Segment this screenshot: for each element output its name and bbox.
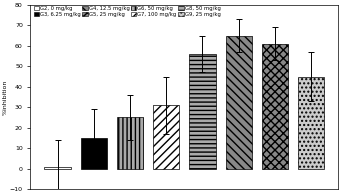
Bar [262, 44, 288, 169]
Legend: G2, 0 mg/kg, G3, 6.25 mg/kg, G4, 12.5 mg/kg, G5, 25 mg/kg, G6, 50 mg/kg, G7, 100: G2, 0 mg/kg, G3, 6.25 mg/kg, G4, 12.5 mg… [33, 6, 221, 17]
Bar [153, 105, 179, 169]
Y-axis label: %inhibition: %inhibition [3, 79, 8, 115]
Bar [226, 35, 252, 169]
Bar [81, 138, 107, 169]
Bar [44, 167, 71, 169]
Bar [298, 76, 324, 169]
Bar [117, 118, 143, 169]
Bar [190, 54, 216, 169]
